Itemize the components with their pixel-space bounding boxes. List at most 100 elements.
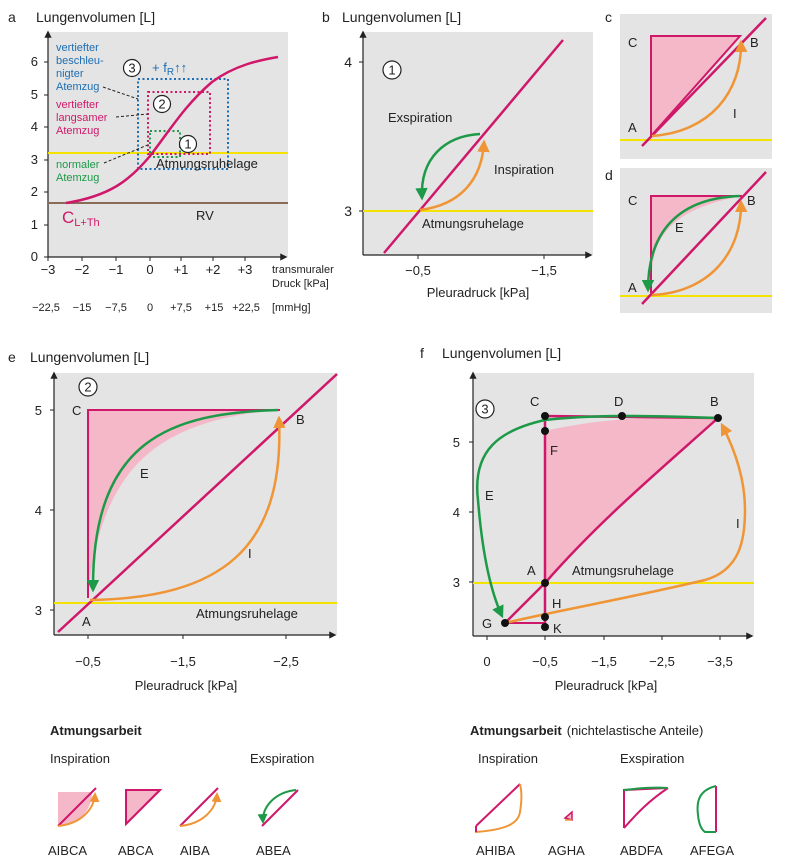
panel-e-label-e: E <box>140 466 149 481</box>
panel-a-mmhg-tick: +7,5 <box>170 302 192 314</box>
panel-a-mmhg-tick: +22,5 <box>232 302 260 314</box>
panel-a-xlabel-2: Druck [kPa] <box>272 278 329 290</box>
panel-d-label-e: E <box>675 220 684 235</box>
panel-a-box-2 <box>147 91 211 155</box>
panel-f-point-b <box>714 414 722 422</box>
panel-a: a Lungenvolumen [L] 0 1 2 3 4 5 6 −3 −2 … <box>8 9 334 314</box>
panel-f-label-g: G <box>482 616 492 631</box>
legend-left-label: ABEA <box>256 843 291 858</box>
panel-a-freq-sub: R <box>167 67 174 78</box>
panel-e-ytick: 3 <box>35 603 42 618</box>
panel-e-xtick: −2,5 <box>273 654 299 669</box>
panel-a-xtick: −1 <box>109 262 124 277</box>
panel-a-background <box>48 32 288 257</box>
panel-e-xlabel: Pleuradruck [kPa] <box>135 678 238 693</box>
legend-icon-afega <box>696 785 717 833</box>
panel-a-rv-label: RV <box>196 208 214 223</box>
panel-a-mmhg-tick: +15 <box>205 302 224 314</box>
panel-f-label-i: I <box>736 516 740 531</box>
panel-d-label-c: C <box>628 193 637 208</box>
legend-right-title: Atmungsarbeit <box>470 723 562 738</box>
panel-c-letter: c <box>605 9 612 25</box>
panel-b-insp-label: Inspiration <box>494 162 554 177</box>
panel-a-deep-fast-line: beschleu- <box>56 55 104 67</box>
panel-a-rest-label: Atmungsruhelage <box>156 156 258 171</box>
panel-a-mmhg-tick: −15 <box>73 302 92 314</box>
panel-f-point-a <box>541 579 549 587</box>
panel-a-ytick: 6 <box>31 54 38 69</box>
panel-a-normal-line: normaler <box>56 159 100 171</box>
legend-icon-aibca <box>57 787 100 827</box>
panel-e-label-c: C <box>72 403 81 418</box>
panel-e-ytick: 5 <box>35 403 42 418</box>
legend-left-label: ABCA <box>118 843 154 858</box>
panel-f-xtick: −0,5 <box>532 654 558 669</box>
legend-icon-abea <box>257 789 299 827</box>
panel-f-label-c: C <box>530 394 539 409</box>
legend-right-label: AFEGA <box>690 843 734 858</box>
panel-a-xtick: 0 <box>146 262 153 277</box>
panel-f-xtick: 0 <box>483 654 490 669</box>
panel-a-normal-label: normaler Atemzug <box>56 159 100 184</box>
panel-d-label-b: B <box>747 193 756 208</box>
panel-f-work-area <box>545 417 718 583</box>
panel-f-ytick: 3 <box>453 575 460 590</box>
panel-b-letter: b <box>322 9 330 25</box>
panel-b-ylabel: Lungenvolumen [L] <box>342 9 461 25</box>
legend-right-label: AHIBA <box>476 843 515 858</box>
panel-b-compliance-line <box>383 39 564 254</box>
panel-a-compliance-label: CL+Th <box>62 208 100 229</box>
panel-f-point-g <box>501 619 509 627</box>
panel-a-box-3 <box>137 78 229 170</box>
legend-icon-agha <box>563 810 573 821</box>
legend-right: Atmungsarbeit (nichtelastische Anteile) I… <box>470 723 734 858</box>
panel-c-work-triangle <box>650 35 743 139</box>
panel-f-label-b: B <box>710 394 719 409</box>
panel-a-mmhg-tick: −22,5 <box>32 302 60 314</box>
panel-a-freq-plus: + f <box>152 60 167 75</box>
panel-f-num: 3 <box>481 402 488 417</box>
panel-a-yticks: 0 1 2 3 4 5 6 <box>31 54 48 264</box>
legend-icon-aiba <box>179 787 222 827</box>
legend-left-label: AIBA <box>180 843 210 858</box>
legend-right-insp: Inspiration <box>478 751 538 766</box>
panel-a-deep-slow-line: Atemzug <box>56 125 99 137</box>
panel-b-xtick: −1,5 <box>531 263 557 278</box>
panel-a-compliance-curve <box>65 55 279 205</box>
legend-icon-ahiba <box>475 783 523 834</box>
panel-f-circle <box>475 399 495 419</box>
panel-f-label-f: F <box>550 443 558 458</box>
panel-a-circle-3 <box>122 58 142 78</box>
legend-right-subtitle: (nichtelastische Anteile) <box>567 723 704 738</box>
panel-e-work-area <box>88 410 280 598</box>
legend-right-label: AGHA <box>548 843 585 858</box>
panel-c-compliance-line <box>641 17 767 147</box>
panel-e-circle <box>78 377 98 397</box>
panel-f-label-d: D <box>614 394 623 409</box>
panel-e-label-i: I <box>248 546 252 561</box>
panel-f-label-h: H <box>552 596 561 611</box>
panel-b-xtick: −0,5 <box>405 263 431 278</box>
panel-b-expiration-arrow <box>415 132 481 201</box>
panel-a-ytick: 5 <box>31 87 38 102</box>
panel-e-expiration-arrow <box>86 408 279 593</box>
panel-a-xtick: +3 <box>238 262 253 277</box>
panel-a-xticks: −3 −2 −1 0 +1 +2 +3 <box>41 257 253 277</box>
legend-left-exp: Exspiration <box>250 751 314 766</box>
panel-f-ytick: 5 <box>453 435 460 450</box>
panel-a-num-2: 2 <box>158 97 165 112</box>
panel-f-letter: f <box>420 345 424 361</box>
panel-a-leader-1 <box>103 143 151 164</box>
panel-a-mmhg-scale: −22,5 −15 −7,5 0 +7,5 +15 +22,5 [mmHg] <box>32 302 310 314</box>
legend-right-heading: Atmungsarbeit (nichtelastische Anteile) <box>470 723 703 738</box>
panel-f-xtick: −2,5 <box>649 654 675 669</box>
panel-e-ylabel: Lungenvolumen [L] <box>30 349 149 365</box>
panel-f-inspiration-arrow <box>504 422 747 625</box>
panel-f-ylabel: Lungenvolumen [L] <box>442 345 561 361</box>
panel-b: b Lungenvolumen [L] 4 3 −0,5 −1,5 Pleura… <box>322 9 593 300</box>
panel-e-letter: e <box>8 349 16 365</box>
panel-a-xtick: +1 <box>174 262 189 277</box>
panel-e-compliance-line <box>57 373 338 633</box>
panel-a-xtick: +2 <box>206 262 221 277</box>
panel-e-xtick: −0,5 <box>75 654 101 669</box>
